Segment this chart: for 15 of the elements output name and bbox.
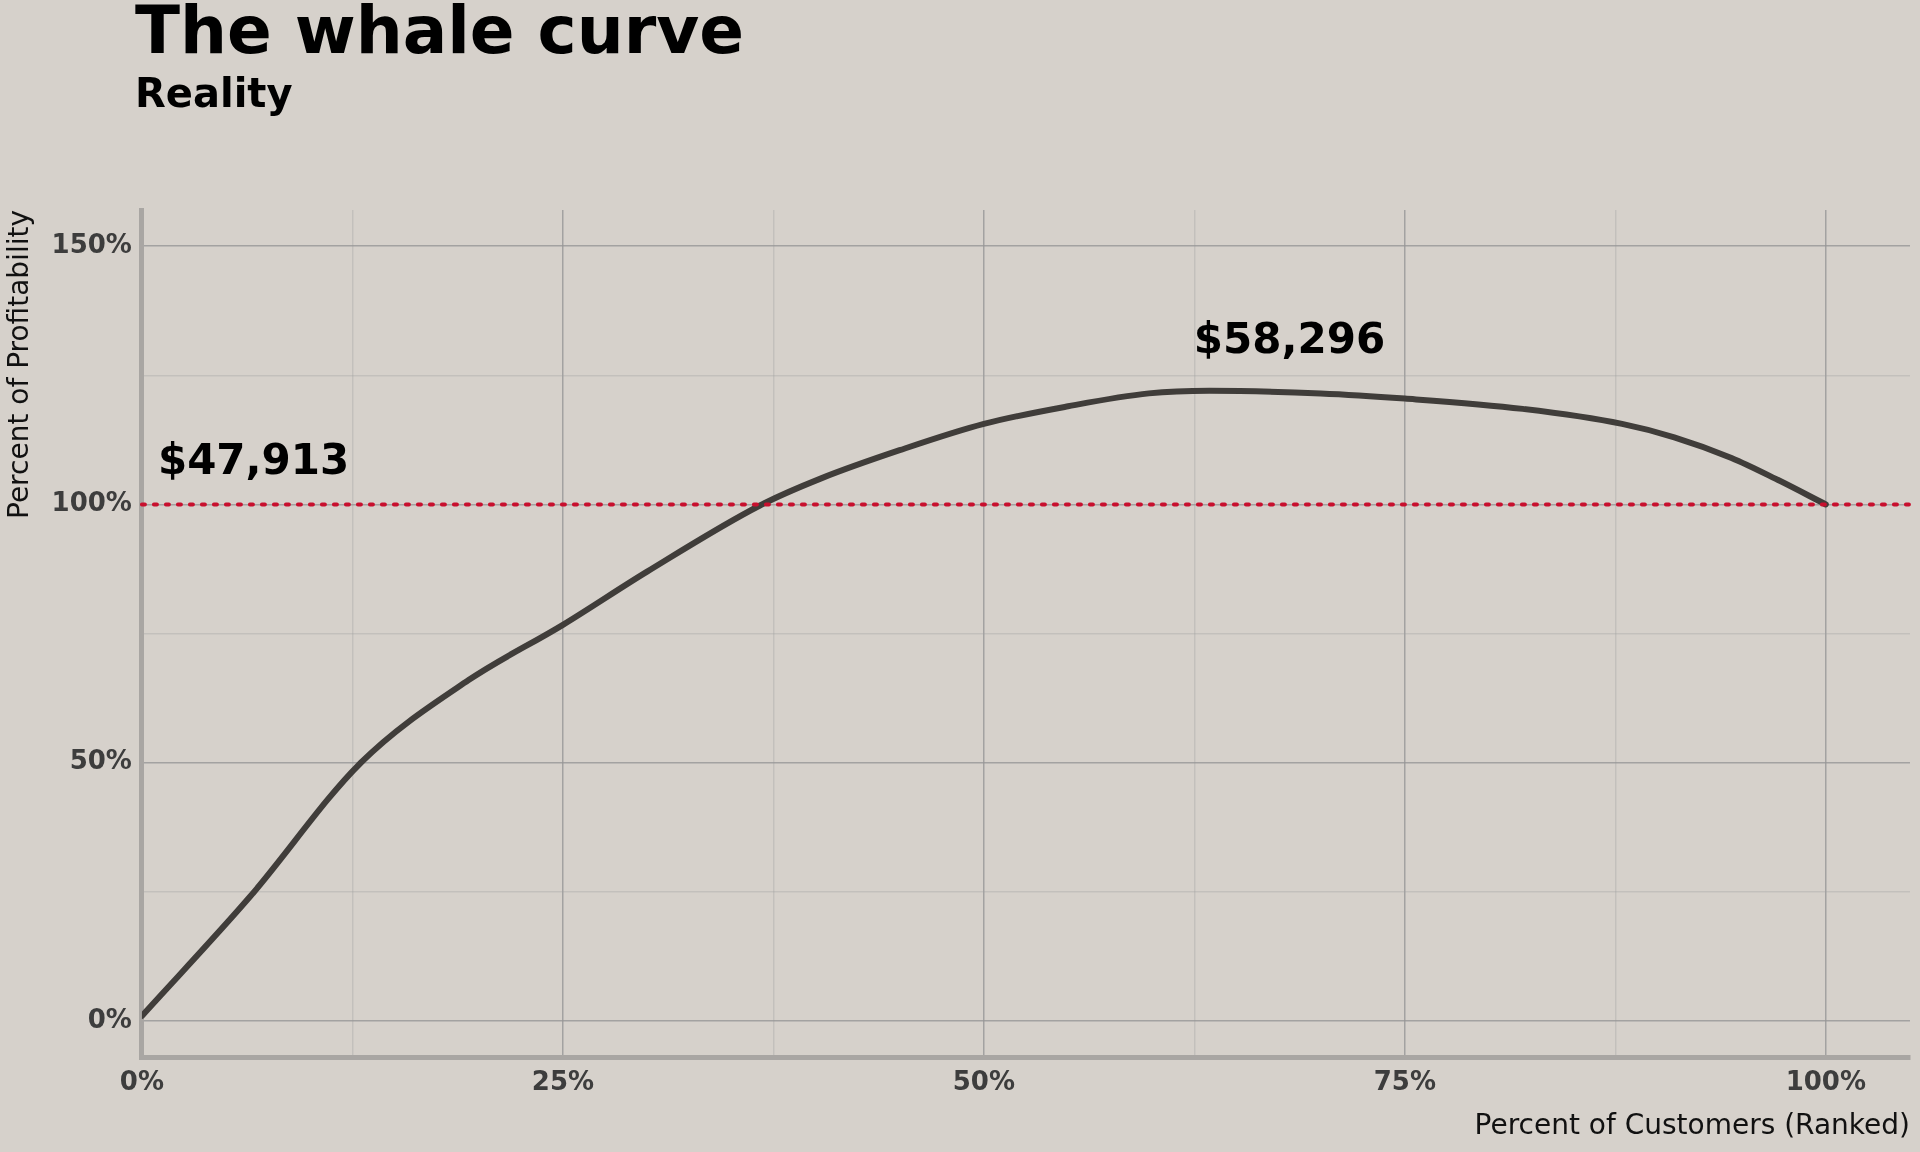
y-axis-title: Percent of Profitability [2,210,36,519]
chart-title: The whale curve [135,0,745,69]
annotation: $58,296 [1193,313,1386,363]
x-tick-label: 75% [1373,1065,1436,1096]
chart-subtitle: Reality [135,70,293,116]
y-tick-label: 100% [51,487,132,518]
y-tick-label: 50% [69,745,132,776]
x-axis-title: Percent of Customers (Ranked) [1474,1108,1910,1142]
x-tick-label: 0% [119,1065,164,1096]
y-tick-label: 150% [51,228,132,259]
x-tick-label: 50% [952,1065,1015,1096]
y-tick-label: 0% [87,1003,132,1034]
x-tick-label: 100% [1785,1065,1866,1096]
x-tick-label: 25% [531,1065,595,1096]
annotation: $47,913 [157,435,350,485]
